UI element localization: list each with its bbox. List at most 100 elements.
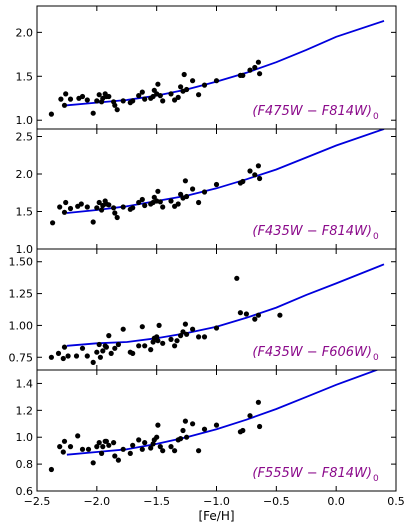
- data-point: [157, 444, 163, 450]
- data-point: [213, 78, 220, 84]
- data-point: [252, 64, 258, 71]
- data-point: [178, 84, 184, 90]
- data-point: [175, 201, 181, 207]
- data-point: [136, 437, 142, 443]
- data-point: [96, 199, 102, 206]
- data-point: [150, 93, 156, 100]
- data-point: [78, 201, 84, 207]
- data-point: [106, 93, 112, 100]
- data-point: [155, 422, 161, 428]
- data-point: [157, 199, 163, 205]
- data-point: [148, 445, 154, 451]
- data-point: [139, 196, 145, 203]
- data-point: [142, 96, 148, 102]
- data-point: [182, 321, 188, 327]
- data-point: [120, 446, 126, 452]
- data-point: [112, 345, 118, 351]
- x-tick-label: −0.5: [263, 495, 290, 508]
- y-tick-label: 0.75: [9, 351, 34, 364]
- panel-label: (F555W − F814W): [252, 466, 372, 481]
- data-point: [151, 194, 157, 200]
- data-point: [106, 442, 112, 448]
- fit-line: [66, 20, 385, 107]
- data-point: [84, 353, 90, 359]
- data-point: [120, 204, 126, 210]
- data-point: [178, 436, 184, 442]
- data-point: [257, 423, 263, 430]
- data-point: [112, 453, 118, 459]
- data-point: [213, 325, 220, 331]
- data-point: [255, 312, 261, 318]
- data-point: [63, 91, 69, 97]
- data-point: [57, 444, 63, 450]
- y-tick-label: 1.0: [16, 431, 34, 444]
- data-point: [100, 348, 106, 354]
- data-point: [142, 440, 148, 446]
- data-point: [255, 163, 261, 169]
- panel-label-sub: 0: [373, 232, 379, 242]
- data-point: [142, 202, 148, 209]
- data-point: [180, 427, 186, 434]
- data-point: [277, 312, 283, 318]
- data-point: [190, 78, 196, 84]
- data-point: [184, 331, 190, 337]
- data-point: [160, 448, 166, 454]
- data-point: [48, 466, 55, 473]
- data-point: [247, 168, 253, 174]
- data-point: [148, 347, 154, 353]
- y-tick-label: 2.5: [16, 131, 34, 144]
- data-point: [79, 345, 86, 351]
- data-point: [155, 81, 161, 87]
- data-point: [94, 205, 100, 211]
- data-point: [201, 189, 208, 195]
- panel-label-sub: 0: [373, 112, 379, 122]
- data-point: [150, 441, 156, 447]
- data-point: [63, 199, 69, 206]
- data-point: [201, 82, 208, 88]
- y-tick-label: 0.6: [16, 485, 34, 498]
- y-tick-label: 1.2: [16, 404, 34, 417]
- panel-frame: [36, 369, 397, 492]
- data-point: [96, 92, 102, 98]
- data-point: [252, 172, 258, 178]
- data-point: [255, 399, 261, 405]
- data-point: [85, 446, 92, 452]
- x-tick-label: −1.0: [203, 495, 230, 508]
- data-point: [257, 71, 263, 77]
- data-point: [99, 207, 105, 213]
- y-tick-label: 2.0: [16, 168, 34, 181]
- data-point: [175, 94, 181, 100]
- data-point: [213, 422, 220, 428]
- x-tick-label: −1.5: [143, 495, 170, 508]
- data-point: [120, 326, 126, 332]
- data-point: [168, 91, 174, 97]
- data-point: [111, 440, 117, 446]
- data-point: [103, 438, 109, 444]
- data-point: [114, 107, 120, 113]
- panel-4: 0.6 0.8 1.0 1.2 1.4 (F555W − F814W) 0: [16, 369, 397, 498]
- y-tick-label: 2.0: [16, 26, 34, 39]
- panel-label: (F475W − F814W): [252, 104, 372, 119]
- data-point: [48, 354, 55, 360]
- data-point: [184, 434, 190, 440]
- data-point: [136, 93, 142, 99]
- data-point: [139, 89, 145, 95]
- data-point: [213, 181, 220, 188]
- y-tick-label: 1.0: [16, 114, 34, 127]
- y-tick-label: 0.8: [16, 458, 34, 471]
- data-point: [160, 98, 166, 104]
- data-point: [190, 186, 196, 192]
- panel-label: (F435W − F606W): [252, 345, 372, 360]
- panel-2: 1.0 1.5 2.0 2.5 (F435W − F814W) 0: [16, 128, 397, 256]
- data-point: [155, 338, 161, 344]
- data-point: [112, 102, 118, 108]
- panel-3: 0.75 1.00 1.25 1.50 (F435W − F606W) 0: [9, 248, 397, 371]
- data-point: [136, 343, 142, 349]
- y-tick-label: 1.5: [16, 70, 34, 83]
- y-tick-label: 1.4: [16, 377, 34, 390]
- data-point: [61, 102, 68, 108]
- data-point: [57, 204, 63, 210]
- data-point: [61, 209, 68, 215]
- data-point: [90, 219, 96, 225]
- data-point: [50, 220, 56, 226]
